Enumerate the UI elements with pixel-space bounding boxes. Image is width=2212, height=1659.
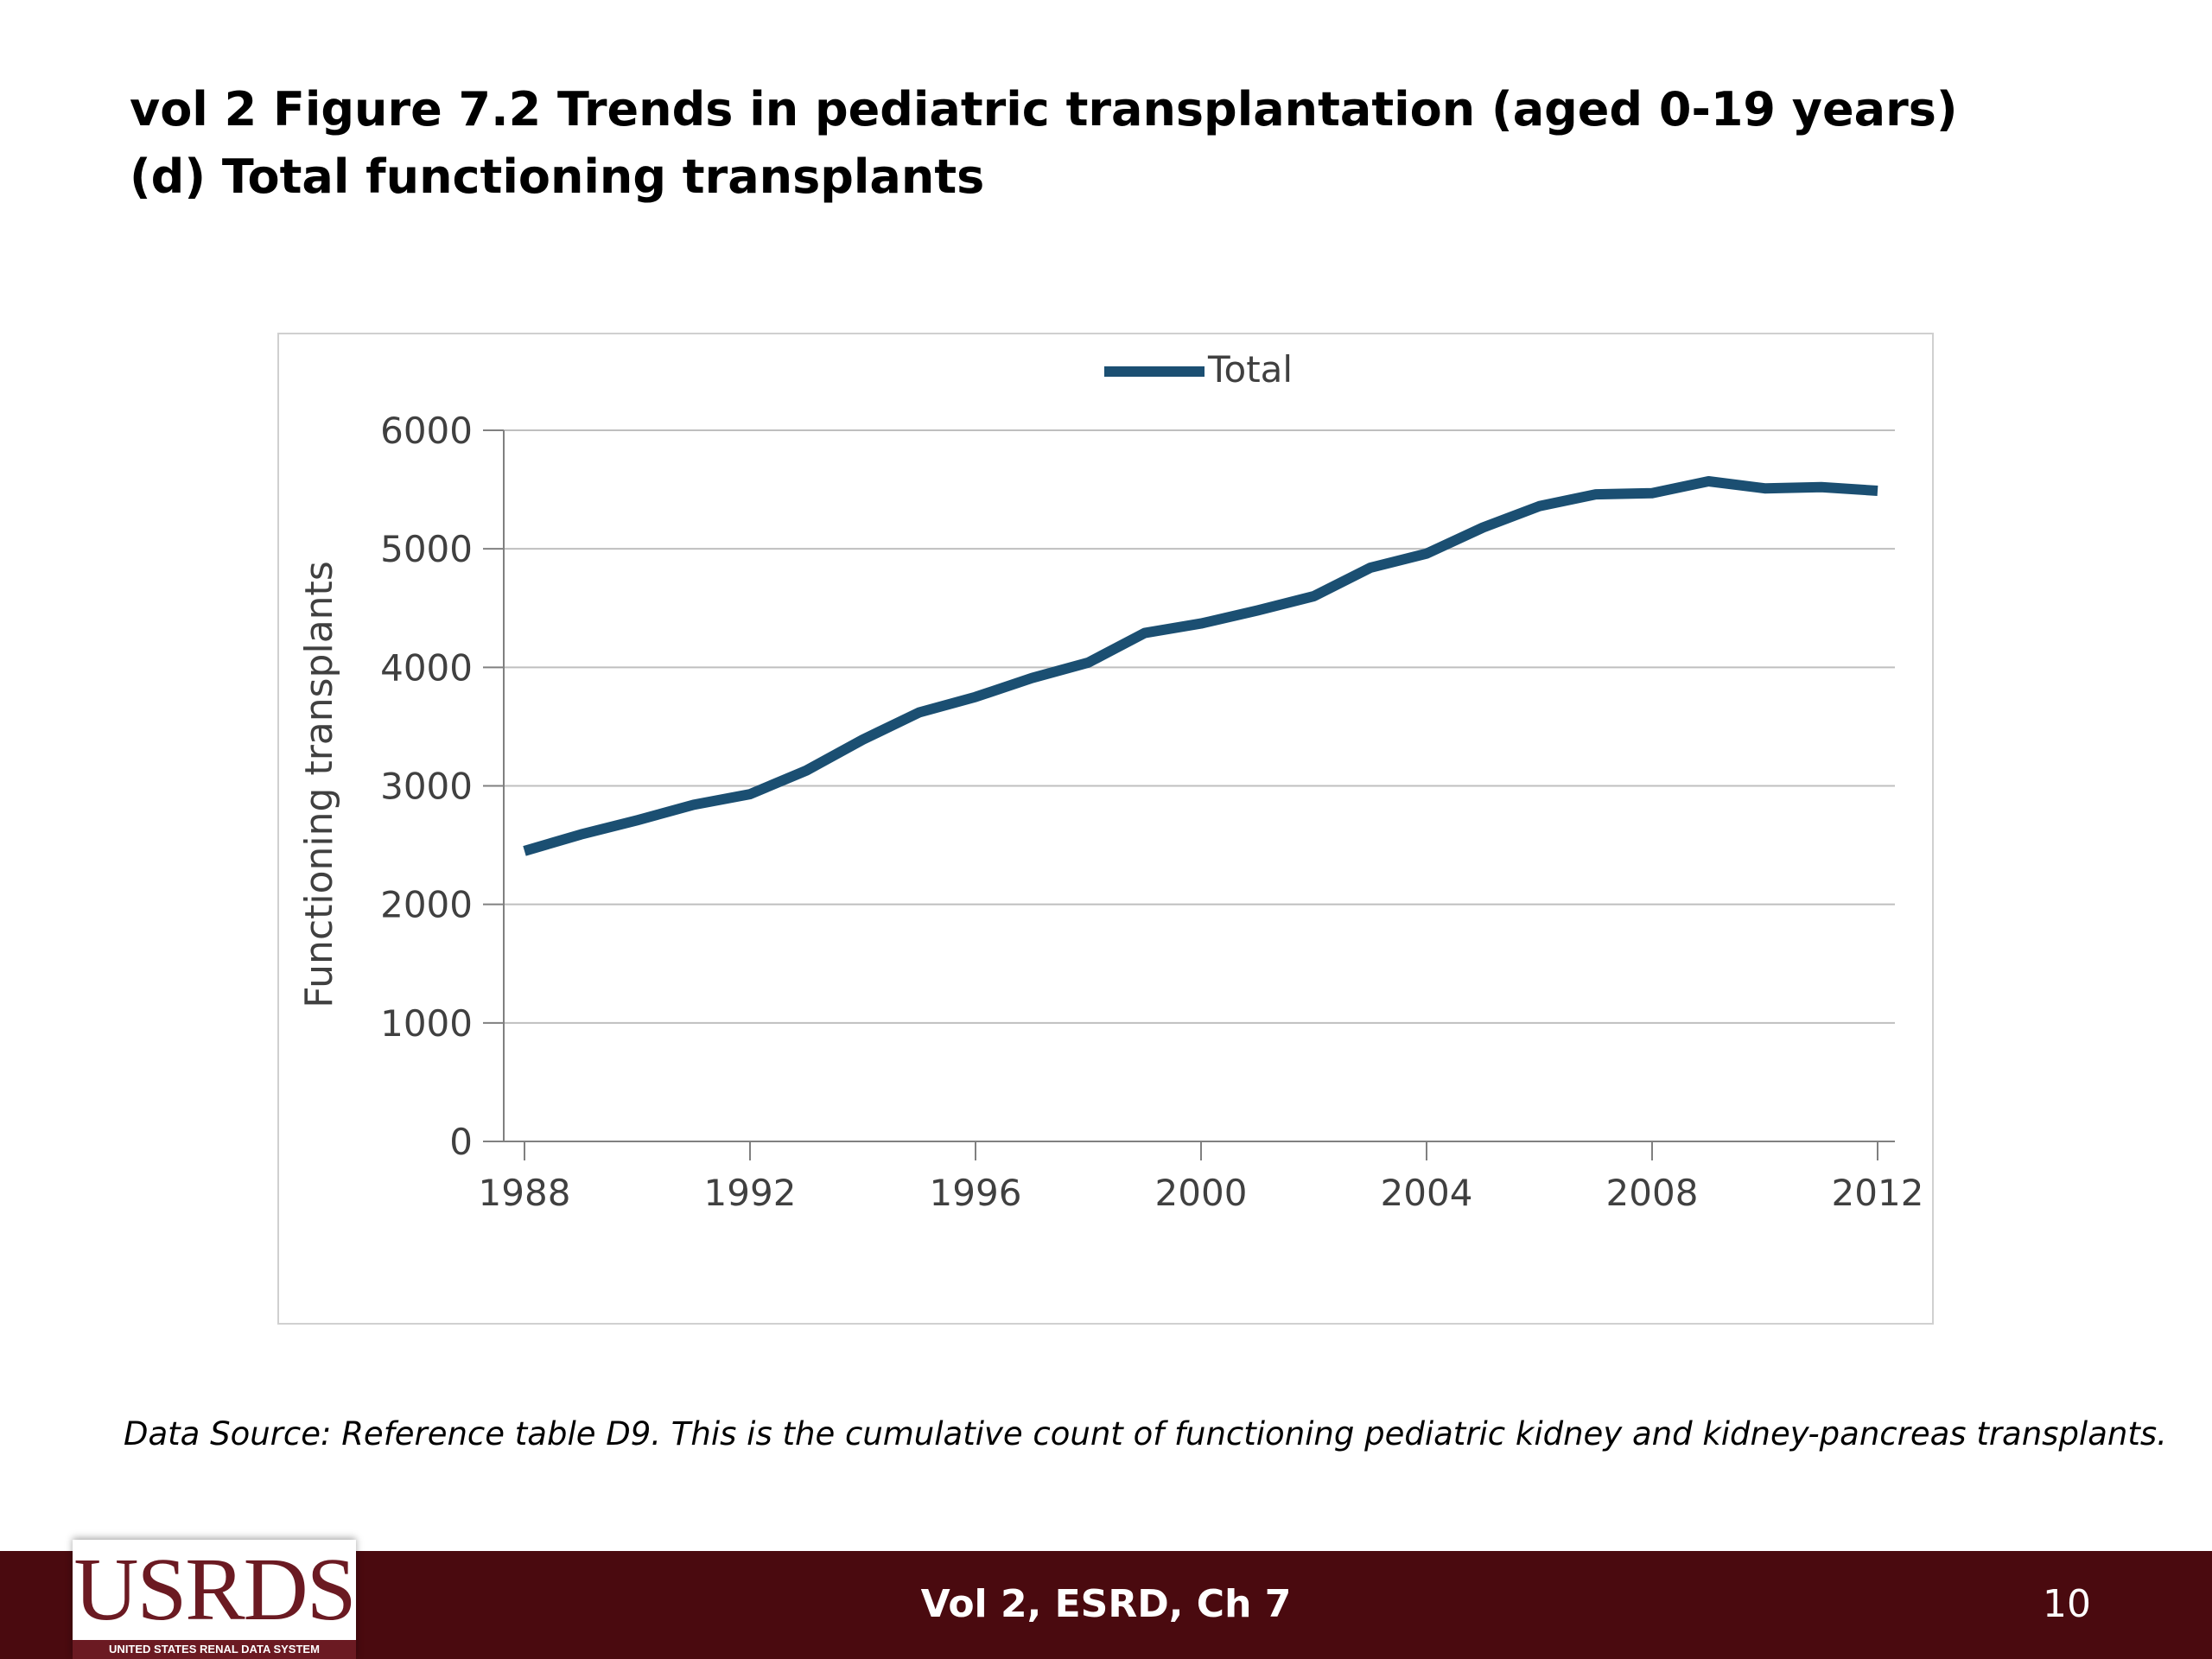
title-line-1: vol 2 Figure 7.2 Trends in pediatric tra… xyxy=(130,82,1958,137)
title-line-2: (d) Total functioning transplants xyxy=(130,149,985,204)
data-point xyxy=(1647,488,1657,499)
y-tick-label: 0 xyxy=(449,1121,473,1163)
page-number: 10 xyxy=(2043,1582,2091,1626)
data-point xyxy=(1421,549,1432,559)
logo-subtitle: UNITED STATES RENAL DATA SYSTEM xyxy=(73,1640,356,1659)
x-tick-label: 2008 xyxy=(1606,1172,1699,1214)
x-tick-label: 1992 xyxy=(704,1172,797,1214)
tick-labels: 0 1000 2000 3000 4000 5000 6000 1988 1992 1996 200… xyxy=(380,410,1923,1214)
data-point xyxy=(1872,486,1883,496)
data-point xyxy=(1309,591,1319,601)
usrds-logo[interactable]: USRDS UNITED STATES RENAL DATA SYSTEM xyxy=(73,1540,357,1659)
y-tick-label: 5000 xyxy=(380,528,473,570)
x-tick-label: 2000 xyxy=(1155,1172,1248,1214)
data-point xyxy=(1084,658,1094,668)
data-point xyxy=(1478,522,1488,532)
data-point xyxy=(1252,605,1262,615)
data-point xyxy=(689,799,699,810)
data-point xyxy=(1760,483,1770,493)
data-point xyxy=(519,846,530,856)
data-point xyxy=(801,766,811,776)
data-point xyxy=(1140,628,1150,639)
data-point xyxy=(858,734,868,745)
data-point xyxy=(1703,476,1713,486)
y-tick-label: 6000 xyxy=(380,410,473,452)
logo-wordmark: USRDS xyxy=(73,1540,356,1639)
data-point xyxy=(1196,619,1206,629)
data-point xyxy=(632,815,643,825)
series-line-total xyxy=(523,476,1878,856)
series xyxy=(519,476,1883,856)
data-source-note: Data Source: Reference table D9. This is… xyxy=(124,1415,2167,1452)
y-tick-label: 4000 xyxy=(380,646,473,689)
y-tick-label: 1000 xyxy=(380,1002,473,1045)
data-point xyxy=(1535,501,1545,512)
data-point xyxy=(1591,489,1601,499)
data-point xyxy=(1027,673,1037,683)
legend: Total xyxy=(1104,348,1293,391)
x-tick-label: 2004 xyxy=(1381,1172,1473,1214)
data-point xyxy=(914,707,925,717)
axes xyxy=(483,429,1895,1160)
footer-chapter-label: Vol 2, ESRD, Ch 7 xyxy=(920,1582,1292,1626)
y-tick-label: 3000 xyxy=(380,766,473,808)
x-tick-label: 2012 xyxy=(1832,1172,1924,1214)
data-point xyxy=(1365,563,1376,573)
x-tick-label: 1988 xyxy=(479,1172,571,1214)
data-point xyxy=(1816,482,1827,493)
y-tick-label: 2000 xyxy=(380,884,473,926)
slide-title: vol 2 Figure 7.2 Trends in pediatric tra… xyxy=(130,76,1958,211)
footer-bar xyxy=(0,1551,2212,1659)
chart-frame xyxy=(277,333,1934,1325)
data-point xyxy=(745,789,755,799)
y-axis-label: Functioning transplants xyxy=(297,561,341,1007)
gridlines xyxy=(504,429,1895,1024)
data-point xyxy=(575,830,586,840)
legend-label: Total xyxy=(1207,348,1293,391)
data-point xyxy=(970,692,981,702)
x-tick-label: 1996 xyxy=(930,1172,1022,1214)
